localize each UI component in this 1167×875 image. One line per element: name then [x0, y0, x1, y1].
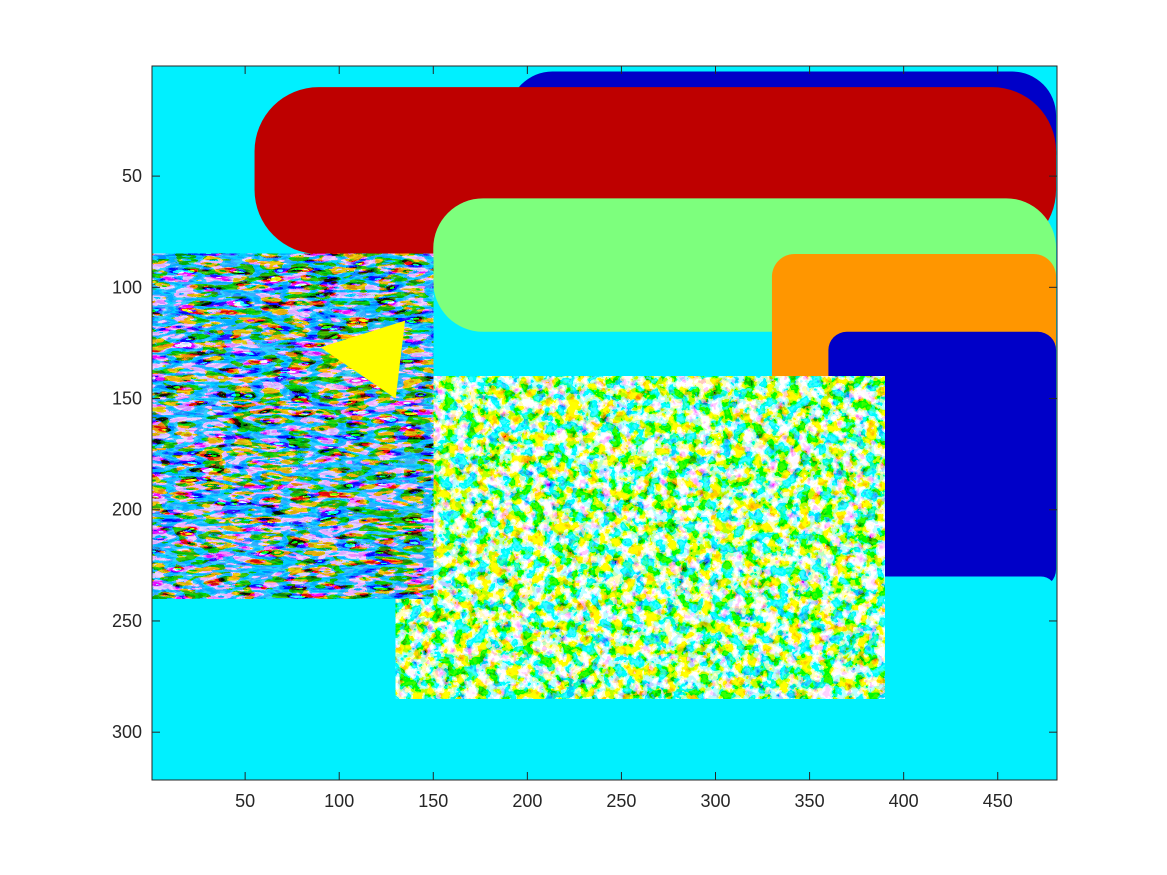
x-tick-label: 200	[512, 791, 542, 811]
y-tick-label: 150	[112, 389, 142, 409]
y-tick-label: 250	[112, 611, 142, 631]
plot-frame	[151, 65, 1058, 781]
x-tick-label: 350	[795, 791, 825, 811]
region-blue-right	[828, 331, 1057, 588]
region-textured-fish-body	[395, 376, 885, 699]
x-tick-label: 300	[700, 791, 730, 811]
region-yellow-highlight	[320, 320, 406, 399]
x-tick-label: 150	[418, 791, 448, 811]
region-cyan-bottom-left	[152, 598, 434, 779]
x-tick-label: 250	[606, 791, 636, 811]
y-tick-label: 100	[112, 277, 142, 297]
y-tick-label: 50	[122, 166, 142, 186]
plot-area	[151, 65, 1058, 781]
x-tick-label: 50	[235, 791, 255, 811]
y-axis: 50 100 150 200 250 300	[112, 166, 1057, 742]
y-tick-label: 300	[112, 722, 142, 742]
x-tick-label: 450	[983, 791, 1013, 811]
y-tick-label: 200	[112, 500, 142, 520]
region-left-rock-texture	[152, 253, 434, 599]
x-tick-label: 100	[324, 791, 354, 811]
heatmap-image	[152, 71, 1057, 779]
x-tick-label: 400	[889, 791, 919, 811]
x-axis: 50 100 150 200 250 300 350 400 450	[235, 66, 1013, 811]
region-cyan-bottom-right	[866, 576, 1057, 779]
